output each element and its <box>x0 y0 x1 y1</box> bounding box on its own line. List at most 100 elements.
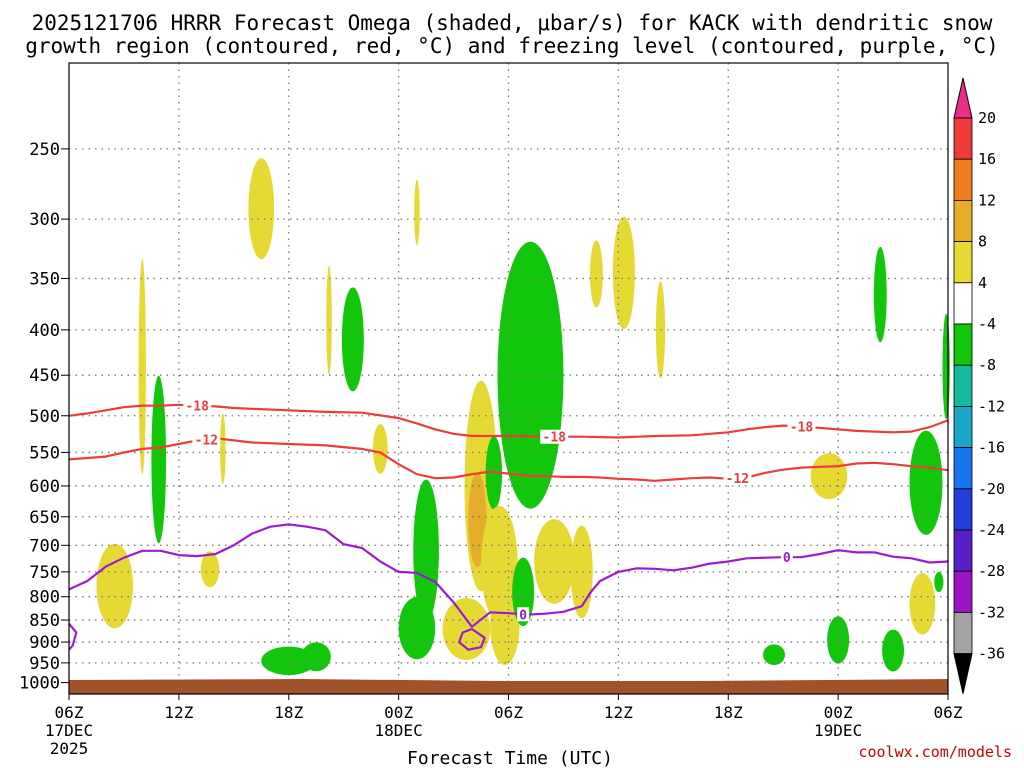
omega-cell-34 <box>934 571 944 592</box>
y-tick-label-600: 600 <box>29 477 60 497</box>
omega-cell-2 <box>151 375 167 544</box>
y-tick-label-700: 700 <box>29 536 60 556</box>
omega-cell-0 <box>96 543 134 629</box>
colorbar-swatch-7 <box>953 364 973 407</box>
omega-cell-32 <box>909 430 943 535</box>
x-tick-label-24: 06Z <box>494 703 523 722</box>
omega-cell-26 <box>655 281 666 379</box>
contour-label-2-1: 0 <box>783 551 791 566</box>
x-axis-label: Forecast Time (UTC) <box>407 748 613 768</box>
colorbar-swatch-12 <box>953 570 973 613</box>
colorbar-tick-5: -4 <box>978 315 996 333</box>
omega-cell-35 <box>942 313 950 420</box>
x-tick-label-48: 06Z <box>934 703 963 722</box>
omega-cell-12 <box>413 479 439 623</box>
contour-label-bg-0-2 <box>787 419 816 434</box>
colorbar-tick-3: 8 <box>978 233 987 251</box>
colorbar-tick-2: 12 <box>978 191 996 209</box>
omega-cell-4 <box>220 413 226 485</box>
omega-cell-29 <box>827 616 850 664</box>
y-tick-label-450: 450 <box>29 366 60 386</box>
y-tick-label-300: 300 <box>29 210 60 230</box>
y-tick-label-500: 500 <box>29 407 60 427</box>
omega-cell-25 <box>612 216 635 330</box>
omega-cell-13 <box>398 597 436 660</box>
x-tick-label-42: 00Z <box>824 703 853 722</box>
x-tick-label-18: 00Z <box>384 703 413 722</box>
colorbar-swatch-2 <box>953 158 973 201</box>
omega-cell-11 <box>414 179 420 246</box>
x-tick-label-36: 18Z <box>714 703 743 722</box>
omega-cell-8 <box>326 265 332 375</box>
omega-cell-1 <box>138 258 146 475</box>
omega-cell-7 <box>301 642 331 672</box>
omega-cell-19 <box>490 584 520 665</box>
y-tick-label-950: 950 <box>29 654 60 674</box>
colorbar-tick-13: -36 <box>978 645 1005 663</box>
omega-cell-14 <box>442 597 491 661</box>
colorbar-tick-8: -16 <box>978 439 1005 457</box>
omega-cell-5 <box>200 551 220 588</box>
y-tick-label-350: 350 <box>29 269 60 289</box>
omega-cell-28 <box>810 453 848 500</box>
omega-cell-20 <box>497 241 564 509</box>
terrain-band <box>69 679 948 694</box>
colorbar-tick-1: 16 <box>978 150 996 168</box>
omega-cell-27 <box>763 644 786 666</box>
colorbar-tick-11: -28 <box>978 562 1005 580</box>
contour-label-0-0: -18 <box>185 400 209 415</box>
y-tick-label-900: 900 <box>29 633 60 653</box>
colorbar-swatch-9 <box>953 447 973 490</box>
omega-cell-9 <box>341 287 364 392</box>
y-tick-label-750: 750 <box>29 563 60 583</box>
colorbar-tick-4: 4 <box>978 274 987 292</box>
chart-title-line-2: growth region (contoured, red, °C) and f… <box>25 34 999 58</box>
y-tick-label-650: 650 <box>29 508 60 528</box>
contour-label-bg-1-1 <box>723 471 752 486</box>
omega-cell-23 <box>570 525 593 619</box>
contour-label-1-0: -12 <box>195 433 218 448</box>
colorbar-top-triangle <box>953 77 973 119</box>
contour-label-0-2: -18 <box>790 420 814 435</box>
colorbar-bottom-triangle <box>953 653 973 694</box>
colorbar-tick-12: -32 <box>978 603 1005 621</box>
contour-line-0 <box>68 403 949 439</box>
omega-cell-3 <box>248 158 275 260</box>
omega-colorbar: 20 16 12 8 4 -4 -8 -12 -16 -20 -24 -28 -32 -36 <box>953 77 1005 694</box>
omega-cell-30 <box>873 246 887 343</box>
grid-lines <box>69 63 948 694</box>
contour-label-bg-0-1 <box>540 429 569 444</box>
colorbar-swatch-8 <box>953 405 973 448</box>
contour-label-2-0: 0 <box>519 608 527 623</box>
contour-label-bg-2-1 <box>780 550 793 565</box>
colorbar-tick-0: 20 <box>978 109 996 127</box>
credit-text: coolwx.com/models <box>858 743 1012 761</box>
omega-cell-17 <box>468 472 487 567</box>
omega-shading <box>96 158 950 676</box>
x-tick-date-18: 18DEC <box>375 721 423 740</box>
omega-cell-10 <box>372 424 388 474</box>
colorbar-swatch-6 <box>953 323 973 366</box>
y-tick-label-1000: 1000 <box>19 674 60 694</box>
y-tick-label-550: 550 <box>29 443 60 463</box>
colorbar-tick-7: -12 <box>978 397 1005 415</box>
terrain-fill <box>69 679 948 694</box>
contour-line-3 <box>458 627 486 651</box>
chart-title-line-1: 2025121706 HRRR Forecast Omega (shaded, … <box>32 11 993 35</box>
x-tick-label-0: 06Z <box>55 703 84 722</box>
x-tick-date-42: 19DEC <box>814 721 862 740</box>
colorbar-tick-6: -8 <box>978 356 996 374</box>
omega-cell-31 <box>882 629 905 672</box>
plot-area: -18 -18 -18 -12 -12 0 0 <box>68 62 950 695</box>
omega-cell-22 <box>534 519 575 604</box>
y-tick-label-250: 250 <box>29 140 60 160</box>
x-tick-label-6: 12Z <box>164 703 193 722</box>
colorbar-swatch-3 <box>953 199 973 242</box>
contour-line-4 <box>68 622 78 651</box>
y-axis: 2503003504004505005506006507007508008509… <box>19 140 69 694</box>
temperature-contours: -18 -18 -18 -12 -12 0 0 <box>68 398 949 651</box>
y-tick-label-800: 800 <box>29 588 60 608</box>
colorbar-tick-9: -20 <box>978 480 1005 498</box>
